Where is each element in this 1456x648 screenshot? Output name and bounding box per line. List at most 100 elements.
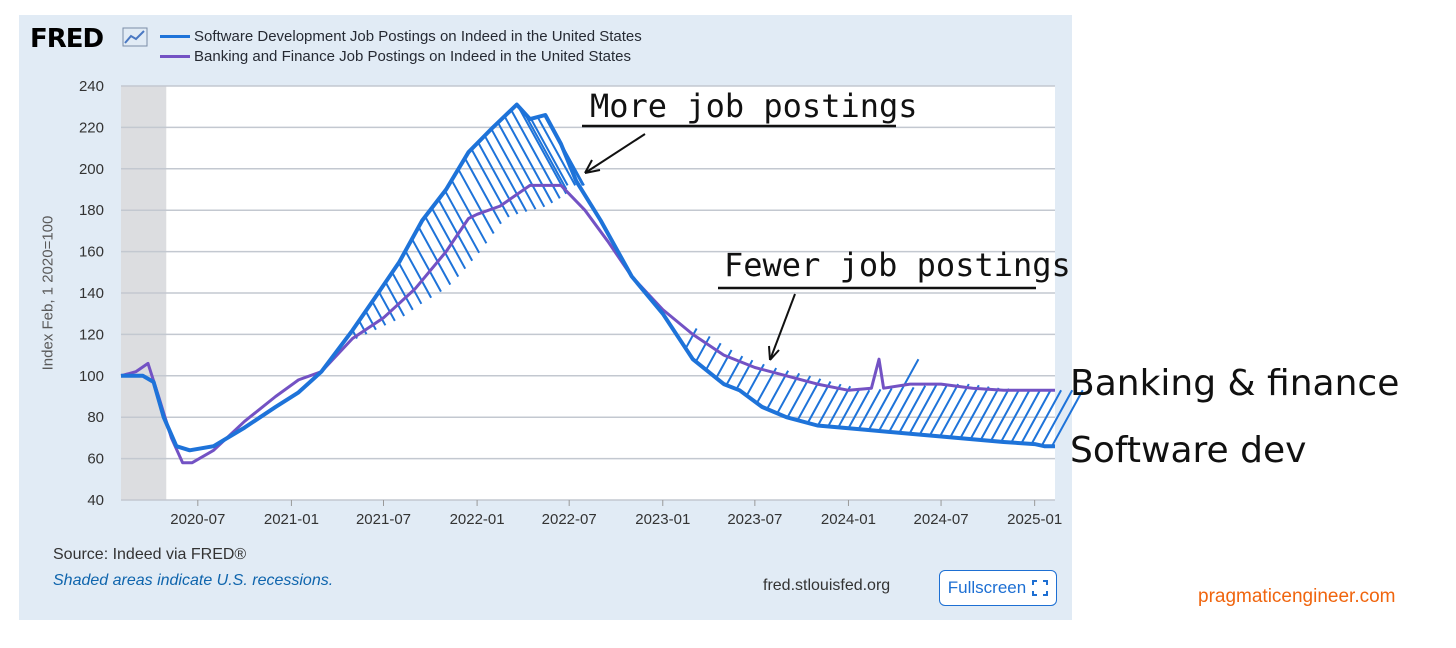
annotation-more-arrowhead: [584, 159, 601, 174]
software-label: Software dev: [1070, 430, 1307, 471]
hatch-stroke: [817, 383, 842, 427]
hatch-stroke: [391, 271, 414, 311]
hatch-stroke: [530, 118, 569, 186]
hatch-stroke: [1000, 389, 1031, 443]
legend-label-banking: Banking and Finance Job Postings on Inde…: [194, 48, 631, 65]
hatch-stroke: [536, 116, 577, 186]
hatch-stroke: [694, 335, 711, 363]
y-tick-label: 40: [87, 492, 104, 509]
hatch-stroke: [715, 349, 733, 379]
recession-note-link[interactable]: Shaded areas indicate U.S. recessions.: [53, 572, 334, 589]
hatch-stroke: [949, 384, 980, 438]
hatch-stroke: [1040, 389, 1074, 447]
x-tick-label: 2024-01: [821, 511, 876, 528]
hatch-stroke: [990, 388, 1021, 442]
x-tick-label: 2022-07: [542, 511, 597, 528]
hatch-stroke: [857, 388, 882, 430]
hatch-stroke: [776, 372, 801, 414]
hatch-stroke: [766, 370, 789, 410]
x-tick-label: 2022-01: [450, 511, 505, 528]
hatch-stroke: [806, 381, 832, 424]
hatch-stroke: [979, 388, 1010, 441]
annotation-fewer-arrowhead: [768, 345, 780, 361]
hatch-stroke: [477, 141, 519, 215]
fullscreen-label: Fullscreen: [947, 578, 1027, 597]
fullscreen-button[interactable]: Fullscreen: [939, 570, 1057, 606]
x-tick-label: 2025-01: [1007, 511, 1062, 528]
annotation-more: More job postings: [590, 87, 918, 125]
hatch-stroke: [364, 310, 377, 331]
hatch-stroke: [928, 383, 960, 436]
y-tick-label: 80: [87, 409, 104, 426]
hatch-stroke: [908, 383, 938, 435]
hatch-stroke: [827, 385, 852, 427]
hatch-stroke: [358, 320, 368, 335]
hatch-stroke: [888, 386, 915, 433]
hatch-stroke: [939, 383, 970, 437]
hatch-stroke: [397, 262, 423, 305]
annotation-more-arrow: [584, 133, 646, 174]
hatch-stroke: [959, 386, 990, 439]
hatch-stroke: [898, 385, 927, 434]
hatch-stroke: [411, 238, 442, 293]
hatch-stroke: [847, 389, 871, 429]
x-tick-label: 2021-07: [356, 511, 411, 528]
annotation-fewer: Fewer job postings: [724, 246, 1071, 284]
legend-swatch-software: [160, 35, 190, 38]
hatch-stroke: [1030, 389, 1062, 445]
y-tick-label: 200: [79, 161, 104, 178]
chart-line-icon: [122, 27, 148, 47]
hatch-stroke: [516, 105, 568, 195]
series-line-banking: [120, 183, 1055, 465]
hatch-stroke: [969, 387, 1000, 440]
x-tick-label: 2021-01: [264, 511, 319, 528]
expand-icon: [1032, 580, 1049, 596]
hatch-stroke: [378, 291, 396, 322]
hatch-stroke: [424, 216, 460, 278]
legend-label-software: Software Development Job Postings on Ind…: [194, 28, 642, 45]
banking-label: Banking & finance: [1070, 363, 1400, 404]
fred-logo: FRED: [30, 24, 104, 54]
series-line-software: [121, 102, 1055, 453]
legend-item-banking: Banking and Finance Job Postings on Inde…: [160, 48, 631, 65]
site-link[interactable]: fred.stlouisfed.org: [763, 577, 891, 594]
x-tick-label: 2020-07: [170, 511, 225, 528]
y-tick-label: 120: [79, 326, 104, 343]
hatch-stroke: [464, 157, 502, 225]
y-tick-label: 60: [87, 451, 104, 468]
hatch-stroke: [1051, 389, 1084, 447]
hatch-stroke: [384, 281, 406, 317]
hatch-stroke: [371, 301, 387, 326]
hatch-stroke: [918, 383, 949, 436]
x-tick-label: 2023-01: [635, 511, 690, 528]
y-tick-label: 160: [79, 244, 104, 261]
y-tick-label: 100: [79, 368, 104, 385]
legend-item-software: Software Development Job Postings on Ind…: [160, 28, 642, 45]
hatch-stroke: [404, 250, 433, 299]
hatch-stroke: [497, 122, 546, 208]
hatch-stroke: [523, 112, 568, 190]
hatch-stroke: [796, 378, 822, 421]
y-tick-label: 220: [79, 119, 104, 136]
y-tick-label: 180: [79, 202, 104, 219]
hatch-stroke: [786, 375, 812, 418]
hatch-stroke: [878, 358, 920, 432]
hatch-stroke: [837, 387, 861, 428]
watermark: pragmaticengineer.com: [1198, 586, 1396, 607]
hatch-stroke: [437, 198, 474, 262]
y-tick-label: 240: [79, 78, 104, 95]
hatch-stroke: [444, 190, 481, 254]
hatch-stroke: [483, 135, 528, 213]
hatch-stroke: [510, 109, 561, 199]
hatch-stroke: [1010, 389, 1041, 444]
y-tick-label: 140: [79, 285, 104, 302]
hatch-stroke: [867, 387, 893, 431]
hatch-stroke: [457, 168, 495, 235]
hatch-stroke: [417, 226, 452, 286]
source-text: Source: Indeed via FRED®: [53, 546, 247, 563]
hatch-stroke: [450, 179, 488, 244]
hatch-stroke: [705, 342, 722, 371]
legend-swatch-banking: [160, 55, 190, 58]
x-tick-label: 2024-07: [914, 511, 969, 528]
